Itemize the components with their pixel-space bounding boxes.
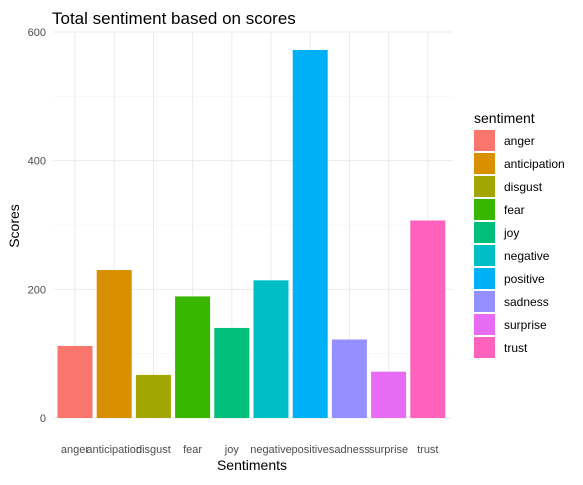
legend-swatch xyxy=(474,153,495,174)
legend-label: negative xyxy=(504,249,550,263)
y-tick-label: 400 xyxy=(28,156,46,168)
legend-label: trust xyxy=(504,341,528,355)
y-tick-label: 0 xyxy=(40,413,46,425)
x-tick-label-anticipation: anticipation xyxy=(86,444,142,456)
legend-item-sadness: sadness xyxy=(474,291,549,312)
bar-surprise xyxy=(371,371,407,418)
bar-trust xyxy=(410,220,446,418)
legend-label: disgust xyxy=(504,180,543,194)
y-axis-title: Scores xyxy=(6,204,22,248)
x-axis-title: Sentiments xyxy=(217,457,287,473)
legend-item-surprise: surprise xyxy=(474,314,547,335)
x-tick-label-surprise: surprise xyxy=(369,444,408,456)
legend-title: sentiment xyxy=(474,110,535,126)
x-tick-label-negative: negative xyxy=(250,444,292,456)
legend-swatch xyxy=(474,337,495,358)
x-tick-label-fear: fear xyxy=(183,444,202,456)
legend-swatch xyxy=(474,268,495,289)
legend-swatch xyxy=(474,245,495,266)
bar-fear xyxy=(175,296,211,418)
bar-anticipation xyxy=(96,270,132,418)
legend-item-disgust: disgust xyxy=(474,176,543,197)
x-tick-label-anger: anger xyxy=(61,444,89,456)
legend-label: joy xyxy=(503,226,519,240)
bar-negative xyxy=(253,280,289,418)
legend-swatch xyxy=(474,176,495,197)
bars-group xyxy=(57,50,446,418)
legend-item-joy: joy xyxy=(474,222,519,243)
legend-item-anger: anger xyxy=(474,130,535,151)
legend-item-fear: fear xyxy=(474,199,525,220)
legend-swatch xyxy=(474,314,495,335)
legend-item-anticipation: anticipation xyxy=(474,153,565,174)
legend-item-positive: positive xyxy=(474,268,545,289)
bar-sadness xyxy=(331,339,367,418)
bar-anger xyxy=(57,345,93,418)
legend-label: fear xyxy=(504,203,525,217)
legend-swatch xyxy=(474,130,495,151)
legend-item-negative: negative xyxy=(474,245,550,266)
y-axis-ticks: 0 200 400 600 xyxy=(28,27,46,425)
x-tick-label-disgust: disgust xyxy=(136,444,171,456)
bar-disgust xyxy=(135,374,171,418)
x-tick-label-sadness: sadness xyxy=(329,444,370,456)
legend-item-trust: trust xyxy=(474,337,528,358)
y-tick-label: 200 xyxy=(28,284,46,296)
legend-swatch xyxy=(474,222,495,243)
legend: sentiment anger anticipation disgust fear jo… xyxy=(474,110,565,358)
legend-items: anger anticipation disgust fear joy negative p… xyxy=(474,130,565,358)
x-tick-label-trust: trust xyxy=(417,444,438,456)
legend-label: anticipation xyxy=(504,157,565,171)
chart-title: Total sentiment based on scores xyxy=(52,9,296,28)
legend-swatch xyxy=(474,199,495,220)
legend-label: sadness xyxy=(504,295,549,309)
legend-label: positive xyxy=(504,272,545,286)
legend-label: anger xyxy=(504,134,535,148)
y-tick-label: 600 xyxy=(28,27,46,39)
bar-positive xyxy=(292,50,328,418)
x-tick-label-positive: positive xyxy=(292,444,329,456)
bar-joy xyxy=(214,327,250,418)
legend-label: surprise xyxy=(504,318,547,332)
x-tick-label-joy: joy xyxy=(224,444,240,456)
legend-swatch xyxy=(474,291,495,312)
